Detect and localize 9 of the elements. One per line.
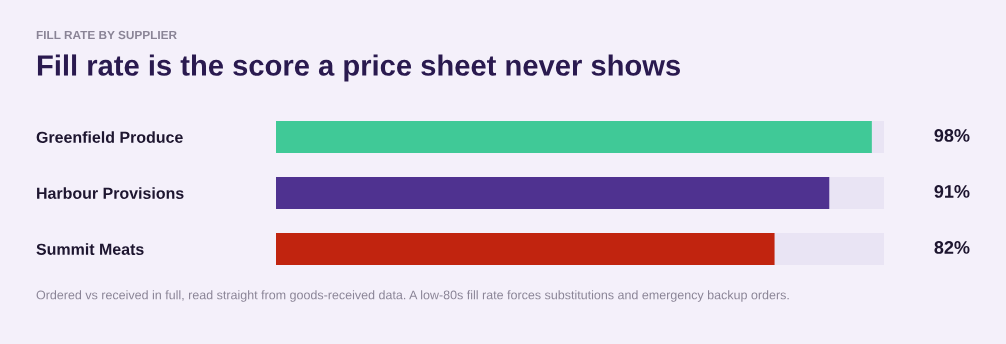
chart-title: Fill rate is the score a price sheet never shows <box>37 54 680 82</box>
data-label: 98% <box>934 129 970 142</box>
y-tick-label: Summit Meats <box>36 243 144 255</box>
data-label: 91% <box>934 185 970 198</box>
text: FILL RATE BY SUPPLIER <box>36 30 177 40</box>
y-tick-label: Greenfield Produce <box>36 131 183 143</box>
text: Ordered vs received in full, read straight from goods-received data. A low-80s fill rate forces substitutions and emergency backup orders. <box>36 290 789 302</box>
data-label: 82% <box>934 241 970 254</box>
y-tick-label: Harbour Provisions <box>37 187 184 199</box>
